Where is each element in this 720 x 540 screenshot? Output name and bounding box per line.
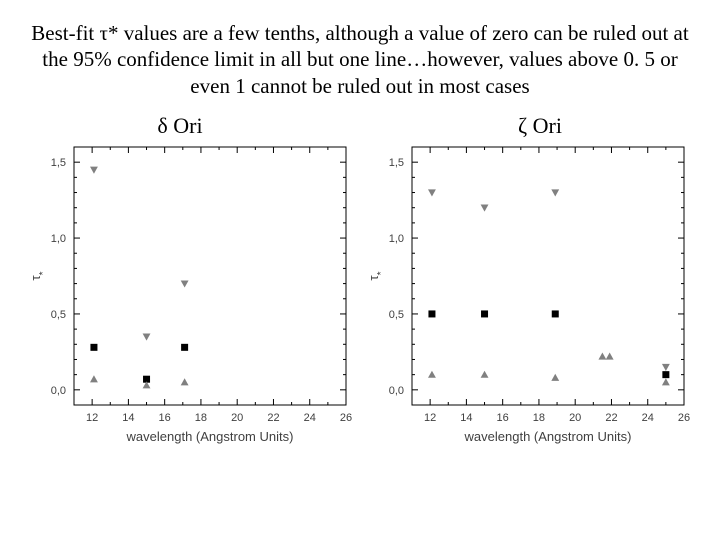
- svg-text:22: 22: [267, 412, 279, 424]
- left-chart-svg: 12 14 16 18 20 22 24 26 0,0 0,5 1,0 1,5 wavelength (…: [26, 141, 356, 451]
- svg-text:26: 26: [678, 412, 690, 424]
- svg-text:wavelength (Angstrom Units): wavelength (Angstrom Units): [126, 429, 294, 444]
- right-chart-svg: 12 14 16 18 20 22 24 26 0,0 0,5 1,0 1,5 wavelength (…: [364, 141, 694, 451]
- svg-text:1,0: 1,0: [389, 233, 404, 245]
- right-panel-title: ζ Ori: [360, 113, 720, 139]
- left-panel-title: δ Ori: [0, 113, 360, 139]
- svg-text:18: 18: [533, 412, 545, 424]
- svg-text:τ*: τ*: [366, 271, 387, 280]
- svg-text:0,0: 0,0: [51, 385, 66, 397]
- svg-text:1,5: 1,5: [51, 157, 66, 169]
- svg-text:16: 16: [159, 412, 171, 424]
- svg-text:18: 18: [195, 412, 207, 424]
- right-chart: 12 14 16 18 20 22 24 26 0,0 0,5 1,0 1,5 wavelength (…: [364, 141, 694, 451]
- svg-text:0,5: 0,5: [389, 309, 404, 321]
- svg-text:26: 26: [340, 412, 352, 424]
- svg-text:0,5: 0,5: [51, 309, 66, 321]
- svg-text:24: 24: [304, 412, 316, 424]
- svg-text:1,0: 1,0: [51, 233, 66, 245]
- charts-row: 12 14 16 18 20 22 24 26 0,0 0,5 1,0 1,5 wavelength (…: [0, 141, 720, 451]
- panel-titles: δ Ori ζ Ori: [0, 113, 720, 139]
- svg-text:1,5: 1,5: [389, 157, 404, 169]
- svg-text:14: 14: [122, 412, 134, 424]
- svg-text:22: 22: [605, 412, 617, 424]
- svg-text:wavelength (Angstrom Units): wavelength (Angstrom Units): [464, 429, 632, 444]
- svg-text:τ*: τ*: [28, 271, 49, 280]
- svg-text:16: 16: [497, 412, 509, 424]
- svg-text:20: 20: [231, 412, 243, 424]
- svg-text:12: 12: [424, 412, 436, 424]
- svg-text:12: 12: [86, 412, 98, 424]
- svg-text:24: 24: [642, 412, 654, 424]
- svg-text:20: 20: [569, 412, 581, 424]
- svg-text:0,0: 0,0: [389, 385, 404, 397]
- caption-text: Best-fit τ* values are a few tenths, alt…: [0, 0, 720, 109]
- svg-text:14: 14: [460, 412, 472, 424]
- left-chart: 12 14 16 18 20 22 24 26 0,0 0,5 1,0 1,5 wavelength (…: [26, 141, 356, 451]
